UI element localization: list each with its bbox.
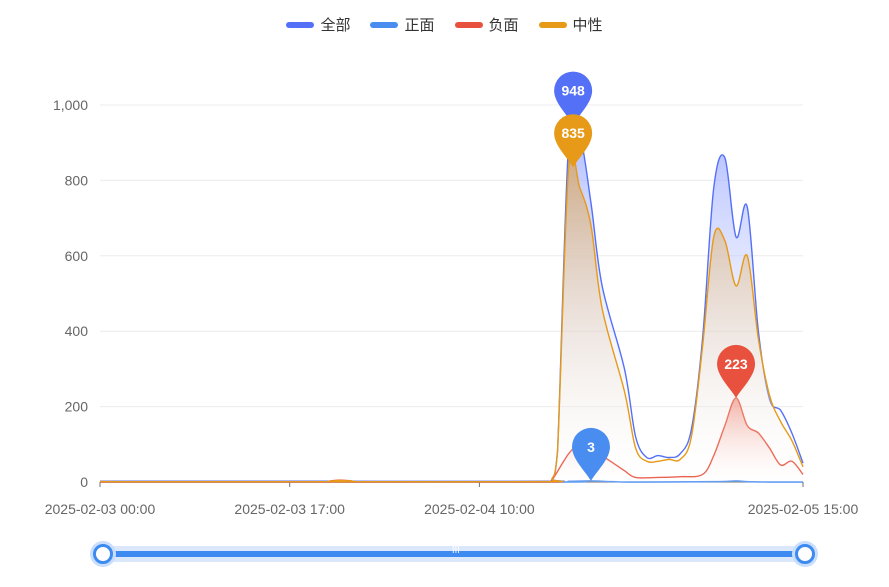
legend-item-all[interactable]: 全部 xyxy=(286,14,350,35)
y-tick-label: 600 xyxy=(65,248,89,264)
marker-pin xyxy=(571,427,610,481)
legend-swatch-negative xyxy=(454,21,483,28)
max-marker-1: 835 xyxy=(554,114,593,168)
x-tick-label: 2025-02-05 15:00 xyxy=(748,501,859,517)
marker-label: 835 xyxy=(561,125,585,141)
x-tick-label: 2025-02-03 00:00 xyxy=(45,501,156,517)
x-tick-label: 2025-02-03 17:00 xyxy=(234,501,345,517)
y-tick-label: 200 xyxy=(65,399,89,415)
marker-pin xyxy=(554,114,593,168)
y-tick-label: 400 xyxy=(65,323,89,339)
max-marker-0: 948 xyxy=(554,71,593,125)
legend-item-negative[interactable]: 负面 xyxy=(454,14,519,35)
zoom-grip-icon[interactable]: ||| xyxy=(452,543,460,554)
legend-label-negative: 负面 xyxy=(488,17,519,34)
marker-label: 3 xyxy=(587,439,595,455)
marker-pin xyxy=(717,344,756,398)
max-marker-2: 3 xyxy=(571,427,610,481)
legend-label-positive: 正面 xyxy=(404,17,435,34)
legend-item-neutral[interactable]: 中性 xyxy=(538,14,603,35)
legend-swatch-positive xyxy=(370,21,399,28)
marker-pin xyxy=(554,71,593,125)
y-tick-label: 0 xyxy=(80,474,88,490)
series-line-3 xyxy=(99,149,804,483)
marker-label: 223 xyxy=(724,356,748,372)
marker-layer: 948 835 3 223 xyxy=(554,71,756,481)
legend-swatch-neutral xyxy=(538,21,567,28)
legend-label-neutral: 中性 xyxy=(572,17,603,34)
x-tick-label: 2025-02-04 10:00 xyxy=(424,501,535,517)
y-tick-label: 1,000 xyxy=(53,97,88,113)
legend-label-all: 全部 xyxy=(320,17,351,34)
series-area-0 xyxy=(100,114,803,482)
zoom-handle-start[interactable] xyxy=(93,544,113,564)
legend-item-positive[interactable]: 正面 xyxy=(370,14,435,35)
series-area-3 xyxy=(100,150,803,482)
marker-label: 948 xyxy=(561,83,585,99)
zoom-slider[interactable]: ||| xyxy=(93,543,815,565)
y-tick-label: 800 xyxy=(65,172,89,188)
max-marker-3: 223 xyxy=(717,344,756,398)
zoom-selected-range[interactable] xyxy=(102,551,806,557)
legend: 全部 正面 负面 中性 xyxy=(0,14,889,35)
legend-swatch-all xyxy=(286,21,315,28)
series-layer xyxy=(99,113,804,483)
zoom-handle-end[interactable] xyxy=(795,544,815,564)
